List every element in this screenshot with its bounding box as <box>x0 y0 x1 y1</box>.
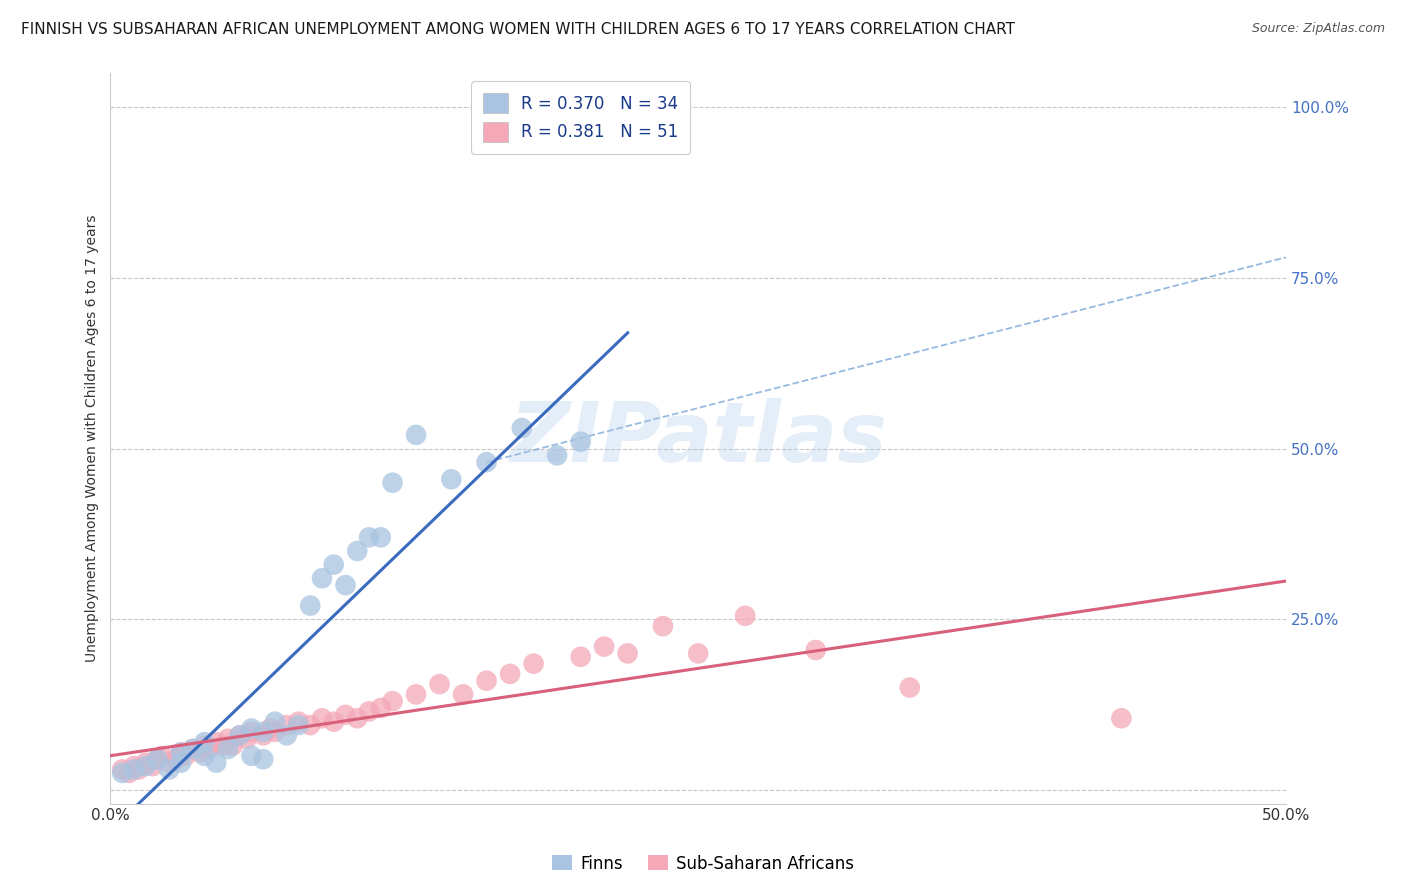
Point <box>240 722 263 736</box>
Point <box>111 765 134 780</box>
Point <box>165 752 187 766</box>
Point <box>440 472 463 486</box>
Point <box>264 714 287 729</box>
Point <box>193 748 215 763</box>
Point <box>475 673 498 688</box>
Point <box>616 647 638 661</box>
Point <box>299 718 322 732</box>
Point <box>217 731 239 746</box>
Point <box>370 701 392 715</box>
Point <box>287 718 309 732</box>
Point <box>181 742 204 756</box>
Point <box>322 714 344 729</box>
Point <box>451 687 474 701</box>
Point <box>170 756 193 770</box>
Point <box>111 763 134 777</box>
Point <box>252 728 274 742</box>
Point <box>240 725 263 739</box>
Point <box>276 728 298 742</box>
Point <box>688 647 710 661</box>
Point <box>357 705 380 719</box>
Point <box>510 421 533 435</box>
Point <box>335 578 357 592</box>
Point <box>205 756 228 770</box>
Point <box>287 714 309 729</box>
Point <box>212 739 235 753</box>
Point <box>299 599 322 613</box>
Point <box>346 544 368 558</box>
Y-axis label: Unemployment Among Women with Children Ages 6 to 17 years: Unemployment Among Women with Children A… <box>86 215 100 662</box>
Point <box>651 619 673 633</box>
Point <box>429 677 451 691</box>
Point <box>346 711 368 725</box>
Point <box>174 748 197 763</box>
Point <box>734 608 756 623</box>
Point <box>135 756 157 770</box>
Point <box>217 742 239 756</box>
Point <box>198 742 221 756</box>
Point <box>118 765 141 780</box>
Point <box>122 763 145 777</box>
Point <box>170 746 193 760</box>
Text: Source: ZipAtlas.com: Source: ZipAtlas.com <box>1251 22 1385 36</box>
Point <box>193 739 215 753</box>
Point <box>311 711 333 725</box>
Point <box>335 707 357 722</box>
Text: FINNISH VS SUBSAHARAN AFRICAN UNEMPLOYMENT AMONG WOMEN WITH CHILDREN AGES 6 TO 1: FINNISH VS SUBSAHARAN AFRICAN UNEMPLOYME… <box>21 22 1015 37</box>
Point <box>322 558 344 572</box>
Point <box>205 735 228 749</box>
Point <box>170 746 193 760</box>
Point <box>804 643 827 657</box>
Point <box>157 756 180 770</box>
Point <box>122 759 145 773</box>
Point <box>146 752 169 766</box>
Point <box>142 759 165 773</box>
Point <box>228 728 250 742</box>
Point <box>236 731 259 746</box>
Point <box>146 752 169 766</box>
Point <box>405 428 427 442</box>
Point <box>546 449 568 463</box>
Point <box>405 687 427 701</box>
Point <box>193 735 215 749</box>
Point <box>499 666 522 681</box>
Point <box>311 571 333 585</box>
Point <box>381 475 404 490</box>
Point <box>240 748 263 763</box>
Point <box>370 530 392 544</box>
Point <box>221 739 243 753</box>
Point <box>569 434 592 449</box>
Point <box>181 742 204 756</box>
Point <box>259 722 281 736</box>
Point <box>264 725 287 739</box>
Point <box>593 640 616 654</box>
Point <box>157 763 180 777</box>
Point <box>569 649 592 664</box>
Point <box>252 752 274 766</box>
Point <box>475 455 498 469</box>
Point <box>128 763 150 777</box>
Point <box>523 657 546 671</box>
Point <box>276 718 298 732</box>
Point <box>898 681 921 695</box>
Point <box>188 746 211 760</box>
Text: ZIPatlas: ZIPatlas <box>509 398 887 479</box>
Legend: R = 0.370   N = 34, R = 0.381   N = 51: R = 0.370 N = 34, R = 0.381 N = 51 <box>471 81 690 153</box>
Point <box>150 748 173 763</box>
Point <box>381 694 404 708</box>
Point <box>1111 711 1133 725</box>
Point <box>228 728 250 742</box>
Point <box>135 759 157 773</box>
Point <box>252 725 274 739</box>
Legend: Finns, Sub-Saharan Africans: Finns, Sub-Saharan Africans <box>546 848 860 880</box>
Point <box>357 530 380 544</box>
